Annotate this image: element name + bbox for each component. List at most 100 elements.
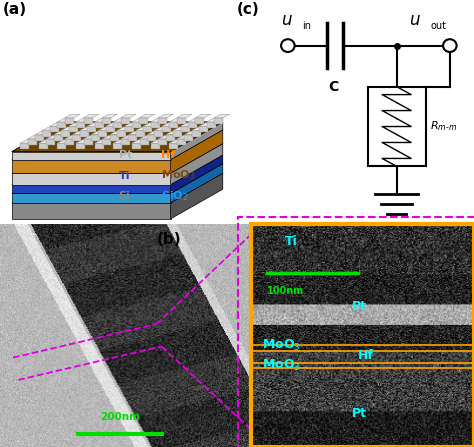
Polygon shape (177, 139, 186, 145)
Text: 100nm: 100nm (267, 286, 304, 296)
Polygon shape (57, 122, 66, 128)
Polygon shape (12, 155, 223, 185)
Polygon shape (151, 118, 166, 122)
Polygon shape (199, 126, 208, 132)
Polygon shape (12, 122, 223, 152)
Text: $u$: $u$ (281, 12, 292, 30)
Polygon shape (192, 127, 207, 131)
Polygon shape (65, 139, 74, 145)
Polygon shape (12, 185, 171, 193)
Polygon shape (35, 131, 50, 135)
Polygon shape (117, 131, 126, 137)
Polygon shape (50, 126, 59, 132)
Polygon shape (76, 118, 91, 122)
Polygon shape (95, 122, 104, 128)
Polygon shape (54, 131, 69, 135)
Polygon shape (27, 139, 36, 145)
Text: Hf: Hf (161, 150, 175, 160)
Polygon shape (181, 122, 196, 126)
Polygon shape (132, 143, 141, 149)
Text: C: C (328, 80, 339, 94)
Polygon shape (117, 127, 132, 131)
Text: 200nm: 200nm (100, 413, 140, 422)
Polygon shape (20, 143, 29, 149)
Polygon shape (12, 164, 223, 193)
Polygon shape (139, 139, 148, 145)
Polygon shape (155, 131, 164, 137)
Polygon shape (155, 127, 170, 131)
Polygon shape (87, 122, 102, 126)
Polygon shape (207, 122, 216, 128)
Polygon shape (61, 131, 70, 137)
Polygon shape (151, 122, 160, 128)
Text: MoO$_3$: MoO$_3$ (262, 358, 301, 373)
Polygon shape (171, 122, 223, 160)
Polygon shape (95, 143, 104, 149)
Polygon shape (27, 135, 43, 139)
Polygon shape (109, 135, 118, 141)
Text: out: out (430, 21, 447, 30)
Polygon shape (102, 139, 111, 145)
Polygon shape (147, 135, 156, 141)
Polygon shape (61, 127, 76, 131)
Polygon shape (162, 126, 171, 132)
Polygon shape (35, 135, 44, 141)
Polygon shape (83, 118, 92, 124)
Polygon shape (128, 135, 137, 141)
Polygon shape (113, 122, 122, 128)
Polygon shape (43, 127, 58, 131)
Polygon shape (207, 118, 222, 122)
Text: Pt: Pt (118, 150, 132, 160)
Polygon shape (12, 173, 223, 203)
Polygon shape (80, 127, 95, 131)
Polygon shape (166, 131, 181, 135)
Text: Ti: Ti (118, 171, 130, 181)
Polygon shape (39, 143, 48, 149)
Polygon shape (12, 130, 223, 160)
Polygon shape (169, 143, 178, 149)
Text: Pt: Pt (351, 407, 366, 420)
Text: Ti: Ti (284, 235, 297, 248)
Polygon shape (171, 173, 223, 219)
Polygon shape (184, 135, 193, 141)
Polygon shape (177, 114, 192, 118)
Polygon shape (121, 135, 136, 139)
Polygon shape (158, 114, 173, 118)
Text: (a): (a) (2, 2, 27, 17)
Polygon shape (12, 160, 171, 173)
Polygon shape (177, 118, 186, 124)
Polygon shape (136, 131, 145, 137)
Polygon shape (195, 118, 204, 124)
Polygon shape (99, 131, 108, 137)
Text: $u$: $u$ (409, 12, 420, 30)
Text: Si: Si (118, 191, 130, 201)
Polygon shape (139, 114, 155, 118)
Polygon shape (121, 139, 130, 145)
Polygon shape (12, 173, 171, 185)
Polygon shape (12, 122, 223, 152)
Polygon shape (184, 131, 200, 135)
Polygon shape (95, 118, 110, 122)
Polygon shape (128, 131, 144, 135)
Polygon shape (214, 114, 229, 118)
Polygon shape (95, 139, 110, 143)
Polygon shape (158, 135, 173, 139)
Polygon shape (166, 135, 175, 141)
Polygon shape (12, 203, 171, 219)
Polygon shape (76, 143, 85, 149)
Polygon shape (199, 122, 215, 126)
Polygon shape (158, 118, 167, 124)
Polygon shape (171, 143, 223, 185)
Polygon shape (91, 135, 100, 141)
Polygon shape (136, 127, 151, 131)
Polygon shape (83, 135, 99, 139)
Polygon shape (102, 135, 118, 139)
Polygon shape (76, 122, 85, 128)
Polygon shape (20, 139, 36, 143)
Polygon shape (99, 127, 114, 131)
Polygon shape (214, 118, 223, 124)
Polygon shape (169, 122, 178, 128)
Polygon shape (173, 127, 188, 131)
Polygon shape (177, 135, 192, 139)
Polygon shape (171, 130, 223, 173)
